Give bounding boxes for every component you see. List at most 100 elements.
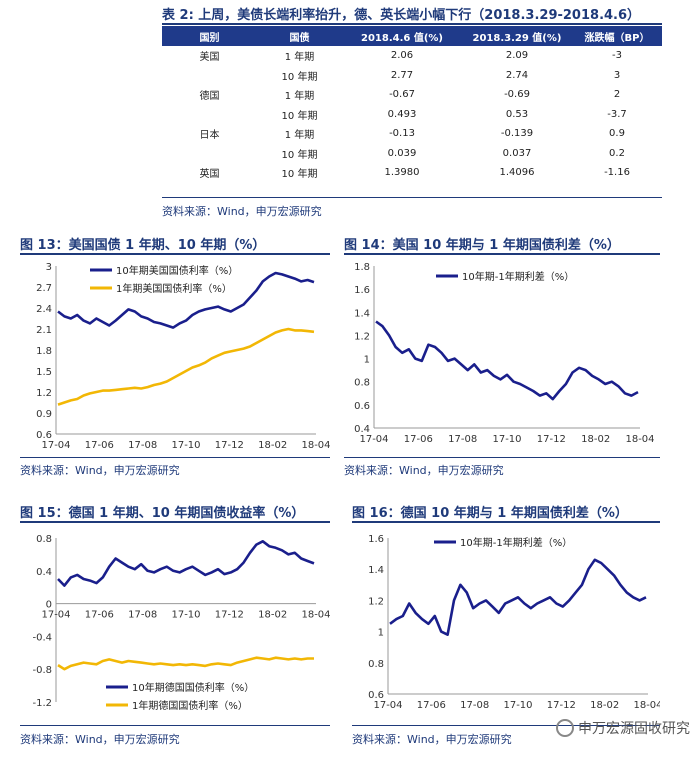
x-tick-label: 18-04 xyxy=(301,610,330,621)
table-cell-term: 10 年期 xyxy=(281,149,318,161)
fig14-title: 图 14：美国 10 年期与 1 年期国债利差（%） xyxy=(344,238,620,253)
y-tick-label: 3 xyxy=(46,262,52,273)
x-tick-label: 17-06 xyxy=(417,700,446,711)
y-tick-label: 0.6 xyxy=(368,690,384,701)
x-tick-label: 17-08 xyxy=(460,700,489,711)
table-cell-chg: -3 xyxy=(612,50,622,62)
table-row: 10 年期 0.039 0.037 0.2 xyxy=(162,144,662,164)
table-cell-chg: 0.2 xyxy=(609,147,625,159)
watermark-text: 申万宏源固收研究 xyxy=(578,721,690,737)
table-cell-chg: -1.16 xyxy=(604,167,630,179)
fig14-rule xyxy=(344,253,660,255)
y-tick-label: -0.4 xyxy=(32,632,52,643)
x-tick-label: 17-12 xyxy=(537,434,566,445)
x-tick-label: 17-12 xyxy=(547,700,576,711)
table-cell-v2: 2.09 xyxy=(505,50,529,62)
legend-label: 10年期-1年期利差（%） xyxy=(460,536,572,549)
table-bottom-rule xyxy=(162,197,662,198)
x-tick-label: 17-10 xyxy=(171,610,200,621)
watermark: 申万宏源固收研究 xyxy=(556,718,690,738)
series-line xyxy=(57,327,315,406)
legend-label: 10年期德国国债利率（%） xyxy=(132,681,254,694)
x-tick-label: 18-04 xyxy=(633,700,660,711)
fig15-rule xyxy=(20,521,330,523)
fig16-source: 资料来源：Wind，申万宏源研究 xyxy=(352,733,512,746)
fig16-chart: 0.6 0.8 1 1.2 1.4 1.6 17-04 17-06 17-08 17-10 17-1… xyxy=(368,534,660,711)
x-tick-label: 17-08 xyxy=(128,610,157,621)
y-tick-label: 1.8 xyxy=(36,346,52,357)
fig16-bottom-rule xyxy=(352,725,660,726)
x-tick-label: 17-10 xyxy=(171,440,200,451)
fig14-chart: 0.4 0.6 0.8 1 1.2 1.4 1.6 1.8 17-04 17-06 17-08 17-… xyxy=(354,262,654,445)
y-tick-label: 0.6 xyxy=(354,401,370,412)
series-line xyxy=(389,558,647,636)
table-cell-country: 德国 xyxy=(199,91,220,103)
y-tick-label: 0.8 xyxy=(36,534,52,545)
table-cell-v2: 2.74 xyxy=(505,69,529,81)
y-tick-label: 1 xyxy=(378,628,384,639)
fig16-rule xyxy=(352,521,660,523)
x-tick-label: 17-12 xyxy=(215,610,244,621)
table-caption: 表 2: 上周，美债长端利率抬升，德、英长端小幅下行（2018.3.29-201… xyxy=(162,8,641,23)
y-tick-label: 2.1 xyxy=(36,325,52,336)
table-cell-v2: 0.53 xyxy=(505,108,529,120)
y-tick-label: 0.8 xyxy=(354,378,370,389)
table-cell-v2: 1.4096 xyxy=(499,167,535,179)
table-cell-v1: -0.13 xyxy=(389,128,415,140)
y-tick-label: 1.2 xyxy=(368,596,384,607)
x-tick-label: 18-04 xyxy=(625,434,654,445)
x-tick-label: 18-02 xyxy=(581,434,610,445)
x-tick-label: 17-04 xyxy=(41,610,70,621)
col-country: 国别 xyxy=(162,26,257,46)
fig13-chart: 0.6 0.9 1.2 1.5 1.8 2.1 2.4 2.7 3 17-04 17-06 17-08… xyxy=(36,262,330,451)
x-tick-label: 18-02 xyxy=(258,610,287,621)
table-cell-term: 1 年期 xyxy=(284,91,315,103)
y-tick-label: 2.7 xyxy=(36,283,52,294)
y-tick-label: 0.8 xyxy=(368,659,384,670)
y-tick-label: 1.2 xyxy=(354,331,370,342)
fig13-rule xyxy=(20,253,330,255)
table-cell-term: 10 年期 xyxy=(281,110,318,122)
table-cell-v2: 0.037 xyxy=(502,147,532,159)
x-tick-label: 17-06 xyxy=(404,434,433,445)
table-cell-v1: 0.493 xyxy=(387,108,417,120)
table-cell-country xyxy=(162,144,257,164)
table-cell-v1: -0.67 xyxy=(389,89,415,101)
table-row: 10 年期 0.493 0.53 -3.7 xyxy=(162,105,662,125)
y-tick-label: 2.4 xyxy=(36,304,52,315)
fig16-title: 图 16：德国 10 年期与 1 年期国债利差（%） xyxy=(352,506,628,521)
x-tick-label: 17-08 xyxy=(128,440,157,451)
y-tick-label: 1.5 xyxy=(36,367,52,378)
series-line xyxy=(57,656,314,671)
y-tick-label: 1 xyxy=(364,355,370,366)
y-tick-label: -0.8 xyxy=(32,665,52,676)
y-tick-label: 0.4 xyxy=(36,567,52,578)
table-row: 英国 10 年期 1.3980 1.4096 -1.16 xyxy=(162,163,662,183)
col-term: 国债 xyxy=(257,26,342,46)
series-line xyxy=(375,320,639,401)
table-cell-term: 1 年期 xyxy=(284,130,315,142)
x-tick-label: 17-06 xyxy=(85,440,114,451)
x-tick-label: 18-02 xyxy=(590,700,619,711)
y-tick-label: 1.6 xyxy=(354,285,370,296)
table-cell-v2: -0.139 xyxy=(500,128,534,140)
x-tick-label: 17-10 xyxy=(492,434,521,445)
table-cell-v1: 2.06 xyxy=(390,50,414,62)
table-cell-chg: -3.7 xyxy=(607,108,627,120)
table-cell-country: 日本 xyxy=(199,130,220,142)
table-cell-v1: 1.3980 xyxy=(384,167,420,179)
fig15-source: 资料来源：Wind，申万宏源研究 xyxy=(20,733,180,746)
y-tick-label: 0 xyxy=(46,600,52,611)
y-tick-label: 1.4 xyxy=(354,308,370,319)
x-tick-label: 17-04 xyxy=(41,440,70,451)
table-cell-country xyxy=(162,105,257,125)
col-value-old: 2018.3.29 值(%) xyxy=(462,26,572,46)
legend-label: 10年期-1年期利差（%） xyxy=(462,270,574,283)
table-row: 美国 1 年期 2.06 2.09 -3 xyxy=(162,46,662,66)
legend-label: 10年期美国国债利率（%） xyxy=(116,264,238,277)
legend-label: 1年期德国国债利率（%） xyxy=(132,699,248,712)
legend-label: 1年期美国国债利率（%） xyxy=(116,282,232,295)
fig13-bottom-rule xyxy=(20,457,330,458)
y-tick-label: 1.8 xyxy=(354,262,370,273)
fig15-bottom-rule xyxy=(20,725,330,726)
